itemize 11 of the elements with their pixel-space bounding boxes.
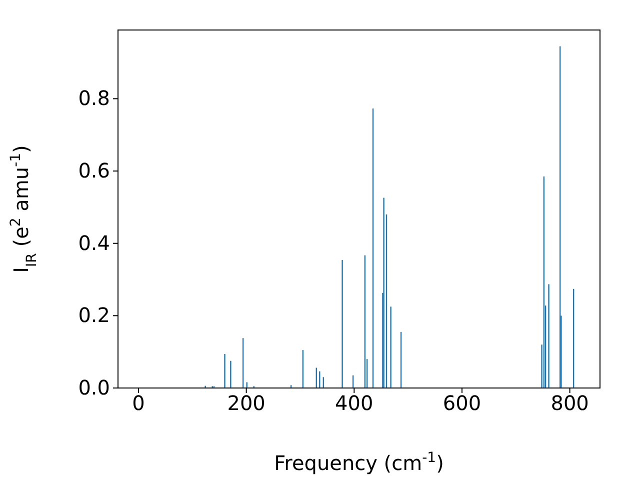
x-tick-label: 600 <box>442 391 482 416</box>
x-tick-label: 400 <box>335 391 374 416</box>
y-tick-label: 0.0 <box>78 375 110 400</box>
x-tick-label: 200 <box>227 391 266 416</box>
y-tick-label: 0.8 <box>78 86 110 110</box>
y-tick-label: 0.6 <box>78 158 110 182</box>
x-axis-title: Frequency (cm$^{-1}$) <box>274 450 444 475</box>
x-tick-label: 800 <box>550 391 589 416</box>
y-tick-label: 0.2 <box>78 303 110 328</box>
x-tick-label: 0 <box>132 391 145 416</box>
y-tick-label: 0.4 <box>78 230 110 255</box>
